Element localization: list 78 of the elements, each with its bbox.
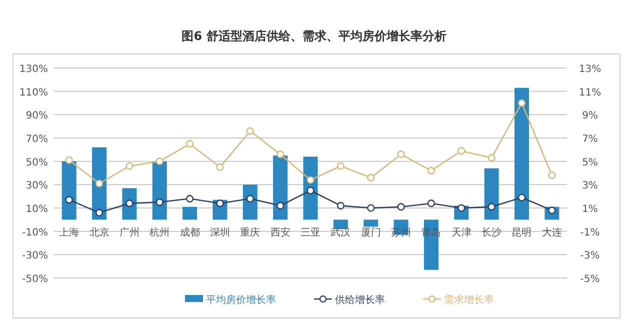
point — [306, 186, 314, 194]
point — [336, 202, 344, 210]
x-tick-label: 北京 — [89, 226, 110, 239]
y-tick-label: 10% — [26, 204, 48, 215]
y-tick-label: 110% — [19, 87, 48, 98]
point — [306, 176, 314, 184]
y2-tick-label: -1% — [580, 227, 600, 238]
point — [156, 158, 164, 166]
point — [488, 154, 496, 162]
x-tick-label: 重庆 — [240, 226, 260, 239]
x-tick-label: 厦门 — [360, 226, 381, 239]
point — [216, 200, 224, 208]
y2-tick-label: -3% — [580, 250, 600, 262]
y2-tick-label: 13% — [578, 64, 602, 75]
point — [427, 200, 436, 208]
point — [186, 194, 194, 202]
x-tick-label: 大连 — [542, 226, 562, 239]
point — [126, 162, 134, 170]
x-tick-label: 西安 — [270, 226, 290, 239]
point — [427, 166, 436, 174]
bar — [484, 168, 499, 220]
point — [548, 172, 556, 180]
point — [276, 202, 284, 210]
point — [216, 163, 224, 171]
point — [186, 140, 194, 148]
y2-tick-label: 3% — [582, 180, 598, 192]
bar — [62, 161, 76, 220]
x-tick-label: 三亚 — [300, 228, 320, 239]
point — [367, 204, 375, 212]
y-tick-label: -10% — [22, 227, 48, 238]
y-tick-label: 70% — [26, 134, 48, 145]
legend-label: 需求增长率 — [444, 294, 494, 306]
point — [397, 203, 405, 211]
point — [488, 203, 496, 211]
point — [95, 180, 104, 188]
point — [276, 150, 284, 158]
y2-tick-label: 9% — [582, 110, 598, 122]
point — [518, 194, 526, 202]
point — [95, 208, 104, 216]
point — [336, 162, 344, 170]
x-tick-label: 武汉 — [330, 226, 351, 239]
bar — [273, 156, 288, 220]
bar — [182, 206, 198, 220]
x-tick-label: 昆明 — [512, 228, 532, 239]
point — [246, 127, 254, 135]
point — [156, 198, 164, 206]
x-tick-label: 天津 — [451, 226, 472, 239]
point — [458, 204, 466, 212]
point — [65, 156, 73, 164]
point — [458, 147, 466, 155]
y2-tick-label: -5% — [580, 274, 600, 285]
legend-label: 供给增长率 — [335, 294, 385, 306]
y-tick-label: -30% — [22, 250, 48, 262]
y-tick-label: -50% — [22, 274, 48, 285]
y-tick-label: 30% — [26, 180, 48, 192]
bar — [333, 220, 348, 229]
y2-tick-label: 7% — [582, 134, 598, 145]
y-tick-label: 90% — [26, 110, 48, 122]
chart-title: 图6 舒适型酒店供给、需求、平均房价增长率分析 — [182, 29, 446, 43]
x-tick-label: 杭州 — [148, 226, 170, 239]
x-tick-label: 成都 — [180, 226, 200, 239]
point — [367, 174, 375, 182]
bar — [514, 88, 529, 220]
point — [65, 196, 73, 204]
point — [518, 99, 526, 107]
bar — [364, 220, 378, 227]
x-tick-label: 深圳 — [210, 226, 230, 239]
x-tick-label: 上海 — [59, 226, 80, 239]
y2-tick-label: 5% — [582, 157, 598, 168]
point — [397, 150, 405, 158]
y-tick-label: 50% — [26, 157, 48, 168]
y2-tick-label: 11% — [578, 87, 602, 98]
point — [246, 194, 254, 202]
y2-tick-label: 1% — [582, 204, 598, 215]
x-tick-label: 长沙 — [482, 226, 502, 239]
x-tick-label: 广州 — [119, 226, 140, 239]
legend-label: 平均房价增长率 — [206, 294, 276, 306]
y-tick-label: 130% — [19, 64, 48, 75]
